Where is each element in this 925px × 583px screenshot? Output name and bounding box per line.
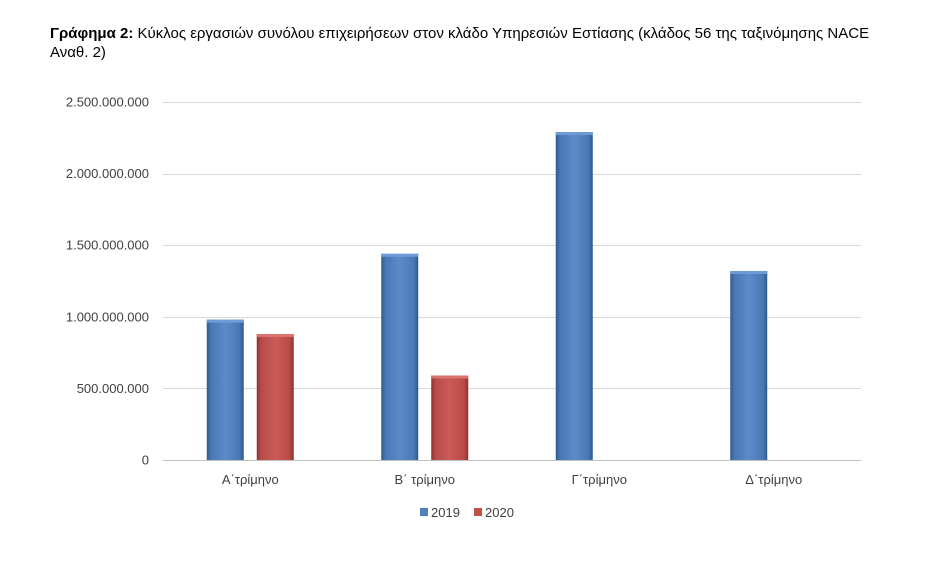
bar-body (256, 333, 294, 460)
y-tick-label: 500.000.000 (77, 381, 149, 396)
legend-label: 2020 (485, 505, 514, 520)
bar-top (431, 375, 469, 379)
legend: 2019 2020 (420, 505, 514, 520)
caption-label: Γράφημα 2: (50, 25, 134, 42)
bar-body (381, 253, 419, 460)
bar-body (730, 270, 768, 460)
x-category-label: Δ΄τρίμηνο (745, 472, 802, 487)
bar-2020-2 (431, 375, 469, 460)
x-category-label: Β΄ τρίμηνο (395, 472, 455, 487)
legend-swatch (474, 508, 482, 516)
y-tick-label: 1.000.000.000 (66, 309, 149, 324)
bar-top (256, 333, 294, 337)
legend-swatch (420, 508, 428, 516)
bar-2020-1 (256, 333, 294, 460)
y-tick-label: 2.000.000.000 (66, 166, 149, 181)
bar-2019-3 (555, 132, 593, 460)
x-category-label: Γ΄τρίμηνο (572, 472, 627, 487)
x-category-label: Α΄τρίμηνο (222, 472, 279, 487)
y-tick-label: 0 (142, 453, 149, 468)
bars (206, 132, 768, 460)
bar-2019-4 (730, 270, 768, 460)
bar-top (555, 132, 593, 136)
bar-body (555, 132, 593, 460)
bar-top (381, 253, 419, 257)
chart-caption: Γράφημα 2: Κύκλος εργασιών συνόλου επιχε… (50, 24, 900, 62)
bar-body (431, 375, 469, 460)
bar-body (206, 319, 244, 460)
legend-item-2019: 2019 (420, 505, 460, 520)
caption-text: Κύκλος εργασιών συνόλου επιχειρήσεων στο… (50, 25, 870, 61)
bar-top (730, 270, 768, 274)
bar-top (206, 319, 244, 323)
legend-label: 2019 (431, 505, 460, 520)
bar-2019-1 (206, 319, 244, 460)
x-axis-categories: Α΄τρίμηνο Β΄ τρίμηνο Γ΄τρίμηνο Δ΄τρίμηνο (222, 472, 802, 487)
legend-item-2020: 2020 (474, 505, 514, 520)
y-tick-label: 2.500.000.000 (66, 95, 149, 110)
bar-2019-2 (381, 253, 419, 460)
y-tick-label: 1.500.000.000 (66, 238, 149, 253)
y-axis-ticks: 0 500.000.000 1.000.000.000 1.500.000.000 2.… (66, 95, 149, 468)
